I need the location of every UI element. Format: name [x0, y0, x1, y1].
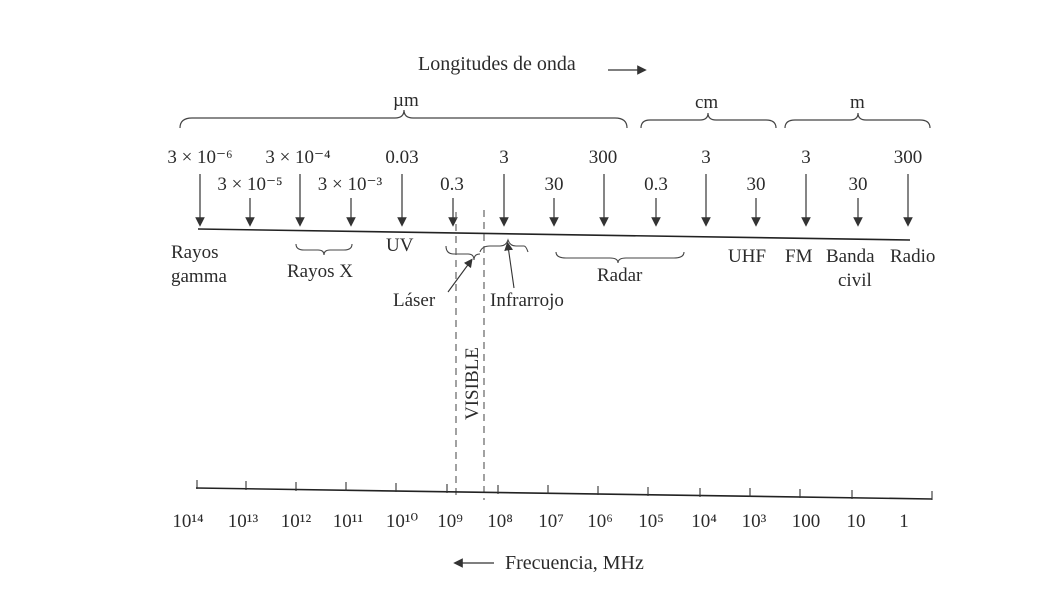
frequency-ticks [196, 480, 933, 500]
freq-tick-label: 10¹² [281, 511, 312, 532]
wl-label: 3 × 10⁻⁶ [167, 147, 232, 168]
freq-tick-label: 10⁶ [587, 511, 613, 532]
brace-infrared [479, 238, 529, 253]
unit-um-label: µm [393, 90, 419, 111]
wl-label: 3 [801, 147, 811, 168]
visible-label: VISIBLE [462, 347, 483, 420]
wavelength-arrows [195, 174, 913, 227]
wl-label: 30 [545, 174, 564, 195]
brace-radar [555, 251, 685, 264]
wl-label: 3 [499, 147, 509, 168]
band-label-gamma-1: Rayos [171, 242, 219, 263]
freq-tick-label: 1 [899, 511, 909, 532]
wl-label: 3 × 10⁻³ [318, 174, 383, 195]
wl-label: 3 × 10⁻⁵ [217, 174, 282, 195]
unit-cm-label: cm [695, 92, 718, 113]
brace-um [179, 109, 628, 129]
wl-label: 30 [849, 174, 868, 195]
wl-label: 0.3 [440, 174, 464, 195]
brace-m [784, 112, 931, 129]
band-label-cb-1: Banda [826, 246, 875, 267]
wavelength-axis [197, 228, 911, 241]
band-label-gamma-2: gamma [171, 266, 227, 287]
freq-tick-label: 10⁹ [437, 511, 463, 532]
band-label-fm: FM [785, 246, 813, 267]
freq-tick-label: 100 [792, 511, 821, 532]
brace-xray [295, 243, 353, 256]
freq-tick-label: 10⁵ [638, 511, 664, 532]
wl-label: 30 [747, 174, 766, 195]
freq-tick-label: 10¹⁰ [386, 511, 419, 532]
band-label-laser: Láser [393, 290, 436, 311]
freq-tick-label: 10¹⁴ [172, 511, 204, 532]
wl-label: 0.3 [644, 174, 668, 195]
brace-cm [640, 112, 777, 129]
freq-tick-label: 10⁸ [487, 511, 513, 532]
unit-m-label: m [850, 92, 865, 113]
wl-label: 300 [894, 147, 923, 168]
freq-tick-label: 10¹¹ [333, 511, 364, 532]
wl-label: 3 [701, 147, 711, 168]
freq-tick-label: 10³ [742, 511, 767, 532]
wl-label: 300 [589, 147, 618, 168]
band-label-cb-2: civil [838, 270, 872, 291]
band-label-xray: Rayos X [287, 261, 353, 282]
freq-tick-label: 10¹³ [228, 511, 259, 532]
freq-tick-label: 10 [847, 511, 866, 532]
wavelength-title: Longitudes de onda [418, 53, 576, 75]
wl-label: 3 × 10⁻⁴ [265, 147, 331, 168]
frequency-axis [195, 487, 933, 500]
band-label-radar: Radar [597, 265, 643, 286]
band-label-uv: UV [386, 235, 414, 256]
freq-tick-label: 10⁴ [691, 511, 717, 532]
brace-laser [445, 245, 481, 261]
band-label-uhf: UHF [728, 246, 766, 267]
wl-label: 0.03 [385, 147, 418, 168]
band-label-infrared: Infrarrojo [490, 290, 564, 311]
infrared-pointer-arrow [504, 241, 515, 289]
band-label-radio: Radio [890, 246, 935, 267]
laser-pointer-arrow [447, 258, 473, 293]
frequency-title: Frecuencia, MHz [505, 552, 644, 574]
visible-band [455, 210, 485, 500]
freq-tick-label: 10⁷ [538, 511, 564, 532]
